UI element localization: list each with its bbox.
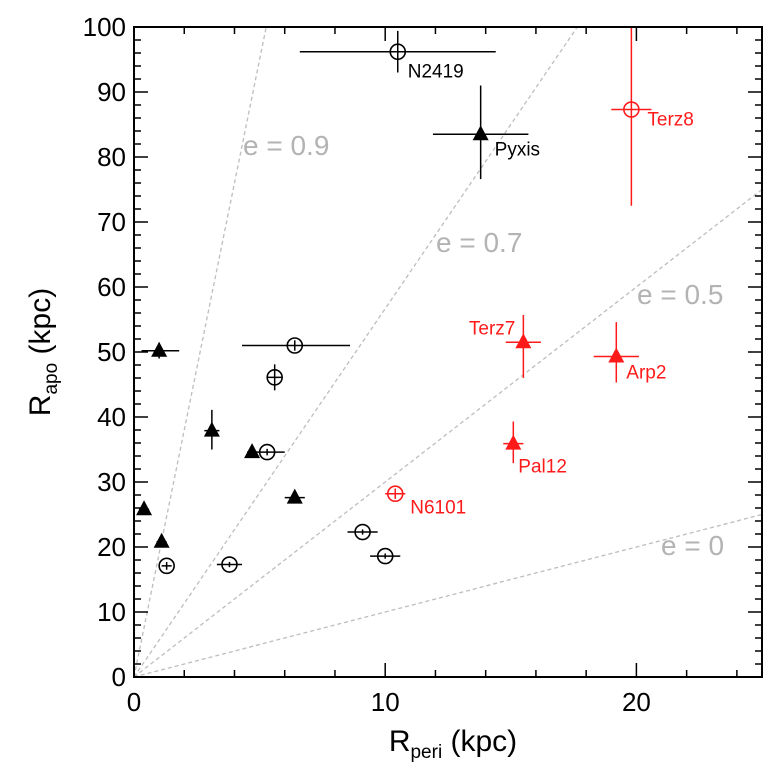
data-point-circle [266, 369, 283, 386]
axis-ticks [133, 26, 762, 678]
y-axis-label: Rapo (kpc) [24, 288, 62, 416]
point-label: Terz8 [647, 110, 693, 131]
point-label: N2419 [408, 62, 464, 83]
y-tick-label: 80 [97, 142, 126, 172]
y-tick-label: 100 [83, 12, 126, 42]
y-tick-label: 90 [97, 77, 126, 107]
y-tick-labels: 0 10 20 30 40 50 60 70 80 90 100 [83, 12, 126, 692]
data-point-circle [354, 523, 371, 541]
eccentricity-line [133, 188, 763, 678]
data-point-triangle [244, 443, 261, 459]
data-point-triangle [515, 333, 532, 349]
data-markers [136, 43, 640, 575]
data-point-triangle [505, 434, 522, 450]
data-point-triangle [286, 488, 303, 504]
point-label: N6101 [410, 498, 466, 519]
data-point-triangle [153, 532, 170, 548]
data-point-circle [221, 556, 238, 573]
point-labels: N2419 Pyxis Terz8 Terz7 Arp2 Pal12 N6101 [408, 62, 694, 519]
y-tick-label: 10 [97, 597, 126, 627]
point-label: Pyxis [495, 139, 540, 160]
eccentricity-labels: e = 0.9 e = 0.7 e = 0.5 e = 0 [243, 130, 724, 561]
eccentricity-label: e = 0.5 [637, 279, 723, 310]
data-point-circle [286, 337, 304, 354]
eccentricity-label: e = 0.7 [436, 227, 522, 258]
x-tick-labels: 0 10 20 [127, 687, 651, 717]
data-point-circle [376, 547, 394, 565]
eccentricity-label: e = 0 [661, 530, 724, 561]
y-tick-label: 0 [112, 662, 126, 692]
point-label: Pal12 [518, 457, 567, 478]
data-point-triangle [136, 500, 153, 516]
y-tick-label: 50 [97, 337, 126, 367]
eccentricity-line [133, 513, 763, 678]
error-bars [139, 27, 652, 570]
y-tick-label: 30 [97, 467, 126, 497]
point-label: Terz7 [469, 318, 515, 339]
eccentricity-label: e = 0.9 [243, 130, 329, 161]
y-tick-label: 70 [97, 207, 126, 237]
data-point-circle [158, 557, 175, 575]
data-point-triangle [203, 421, 220, 437]
eccentricity-line [133, 26, 578, 678]
data-point-triangle [151, 341, 168, 357]
y-tick-label: 60 [97, 272, 126, 302]
x-axis-label: Rperi (kpc) [389, 725, 517, 763]
x-tick-label: 0 [127, 687, 141, 717]
y-tick-label: 40 [97, 402, 126, 432]
y-tick-label: 20 [97, 532, 126, 562]
eccentricity-lines [133, 26, 763, 678]
data-point-circle [386, 485, 404, 503]
data-point-circle [623, 101, 640, 118]
data-point-circle [389, 43, 407, 61]
data-point-circle [258, 443, 276, 461]
eccentricity-line [133, 26, 267, 678]
data-point-triangle [608, 347, 625, 363]
x-tick-label: 10 [371, 687, 400, 717]
point-label: Arp2 [626, 363, 666, 384]
x-tick-label: 20 [622, 687, 651, 717]
data-point-triangle [472, 125, 489, 141]
